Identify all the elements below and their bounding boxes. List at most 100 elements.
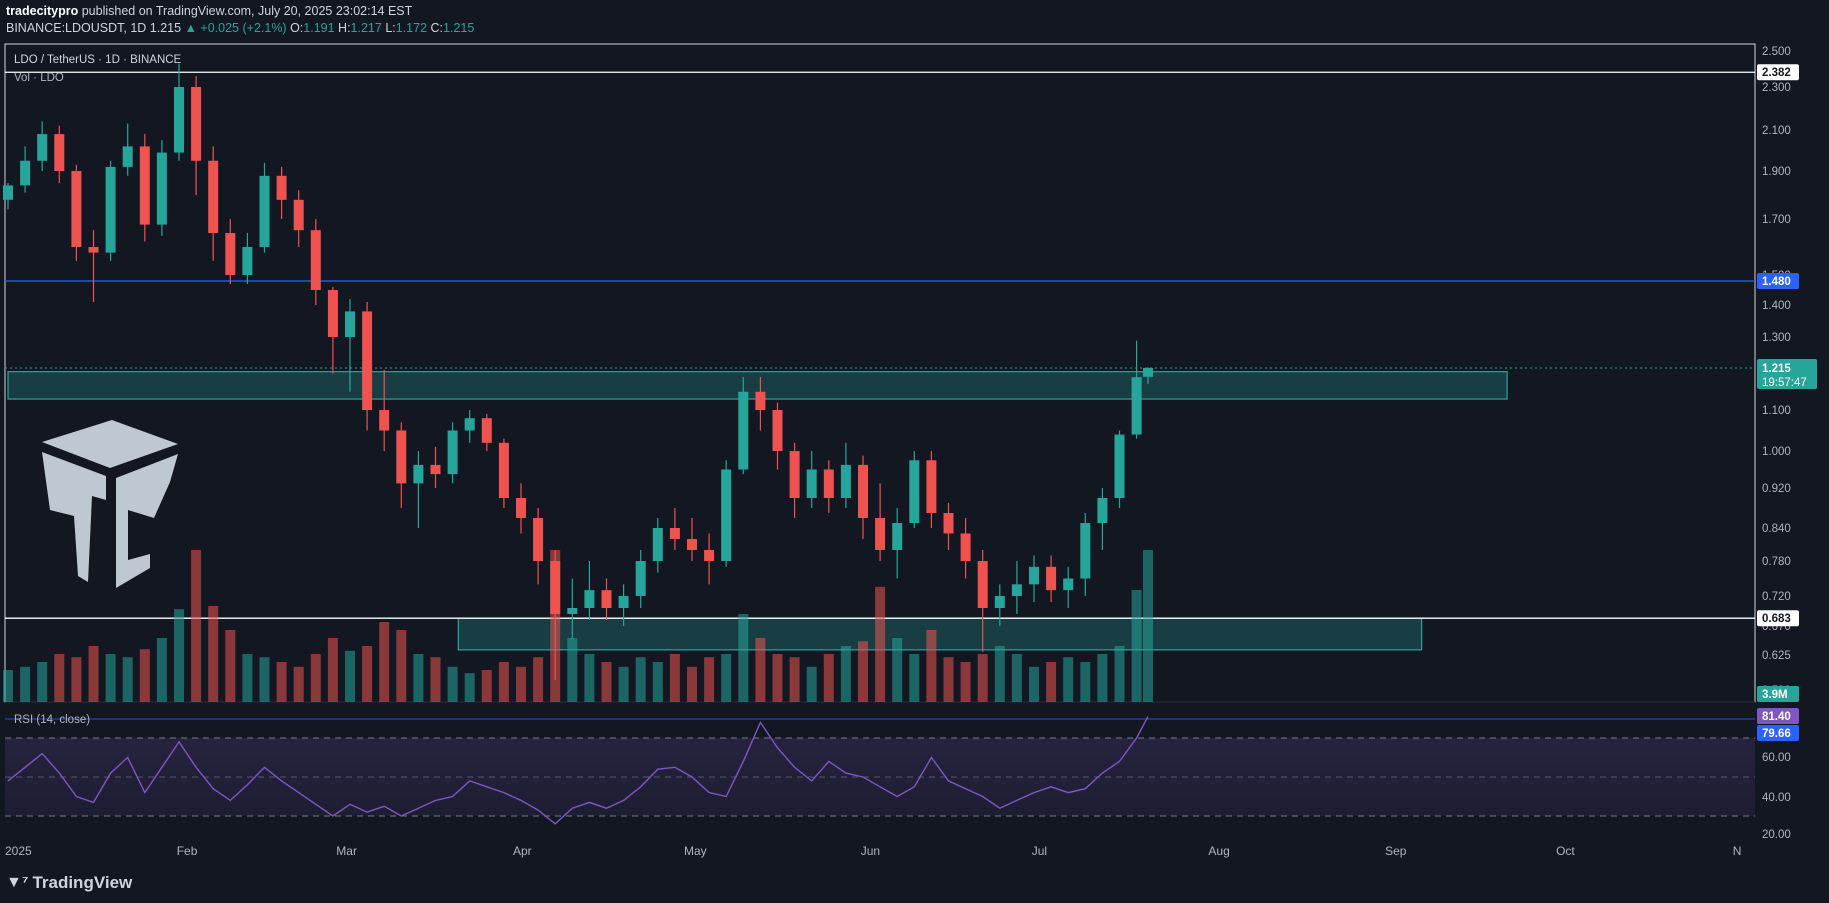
volume-bar-36 xyxy=(618,666,629,702)
high-value: 1.217 xyxy=(350,21,382,35)
level-badge-2: 0.683 xyxy=(1762,613,1791,625)
candle-body-20 xyxy=(345,311,355,337)
candle-body-66 xyxy=(1131,377,1142,435)
candle-body-53 xyxy=(909,460,920,523)
level-badge-2-bg xyxy=(1757,610,1799,627)
candle-body-24 xyxy=(413,464,424,484)
rsi-value-badge-bg xyxy=(1757,708,1799,724)
open-value: 1.191 xyxy=(303,21,335,35)
candle-body-21 xyxy=(362,311,373,410)
candle-body-13 xyxy=(225,233,236,275)
volume-bar-55 xyxy=(943,657,954,702)
volume-bar-23 xyxy=(396,630,407,702)
rsi-label: RSI (14, close) xyxy=(14,714,90,726)
volume-bar-63 xyxy=(1080,662,1091,702)
candle-body-62 xyxy=(1063,578,1074,591)
volume-bar-49 xyxy=(840,646,851,702)
volume-bar-21 xyxy=(362,646,373,702)
price-tick-label: 0.720 xyxy=(1762,591,1791,603)
price-tick-label: 0.840 xyxy=(1762,523,1791,535)
candle-body-55 xyxy=(943,513,954,534)
tradingview-brand: TradingView xyxy=(32,873,133,892)
candle-body-50 xyxy=(858,464,868,518)
candle-body-5 xyxy=(88,247,99,253)
rsi-tick-label: 60.00 xyxy=(1762,752,1791,764)
volume-bar-50 xyxy=(858,641,868,702)
volume-bar-31 xyxy=(533,657,544,702)
tradingview-footer[interactable]: ▼⁷ TradingView xyxy=(6,873,132,893)
tradingview-logo-icon: ▼⁷ xyxy=(6,874,29,891)
volume-bar-6 xyxy=(105,654,116,702)
candle-body-57 xyxy=(977,561,988,608)
candle-body-63 xyxy=(1080,523,1091,579)
volume-bar-59 xyxy=(1011,654,1022,702)
candle-body-8 xyxy=(139,146,150,225)
publish-text: published on TradingView.com, July 20, 2… xyxy=(81,4,413,18)
candle-body-59 xyxy=(1011,584,1022,596)
candle-body-23 xyxy=(396,430,407,484)
rsi-tick-label: 20.00 xyxy=(1762,829,1791,841)
price-tick-label: 1.000 xyxy=(1762,446,1791,458)
candle-body-9 xyxy=(156,152,167,225)
candle-body-31 xyxy=(533,518,544,561)
volume-bar-51 xyxy=(875,586,886,702)
candle-body-60 xyxy=(1029,566,1039,585)
volume-bar-12 xyxy=(208,606,219,702)
tradecity-logo xyxy=(42,420,178,588)
candle-body-49 xyxy=(840,464,851,498)
time-tick-label: Jun xyxy=(861,844,880,858)
candle-body-36 xyxy=(618,596,629,608)
candle-body-61 xyxy=(1046,566,1057,591)
candle-body-16 xyxy=(276,175,287,200)
volume-bar-38 xyxy=(652,662,663,702)
time-tick-label: Feb xyxy=(177,844,198,858)
price-tick-label: 2.100 xyxy=(1762,125,1791,137)
close-label: C: xyxy=(430,21,444,35)
rsi-tick-label: 40.00 xyxy=(1762,792,1791,804)
rsi-value-badge: 81.40 xyxy=(1762,711,1791,723)
candle-body-67 xyxy=(1143,368,1153,377)
volume-bar-64 xyxy=(1097,654,1108,702)
high-label: H: xyxy=(338,21,351,35)
volume-bar-4 xyxy=(71,657,82,702)
price-tick-label: 1.900 xyxy=(1762,166,1791,178)
volume-bar-39 xyxy=(669,654,680,702)
volume-bar-35 xyxy=(601,662,612,702)
candle-body-54 xyxy=(926,460,937,513)
volume-bar-57 xyxy=(977,654,988,702)
candle-body-58 xyxy=(994,596,1005,608)
price-tick-label: 0.625 xyxy=(1762,650,1791,662)
candle-body-18 xyxy=(310,230,321,290)
level-badge-0: 2.382 xyxy=(1762,67,1791,79)
candle-body-34 xyxy=(584,590,595,608)
time-tick-label: Mar xyxy=(336,844,357,858)
ohlc-legend: BINANCE:LDOUSDT, 1D 1.215 ▲ +0.025 (+2.1… xyxy=(6,21,474,35)
last-price-badge-bg xyxy=(1757,359,1817,390)
candle-body-52 xyxy=(892,523,903,550)
candle-body-17 xyxy=(293,199,304,231)
change-value: +0.025 (+2.1%) xyxy=(200,21,287,35)
volume-bar-19 xyxy=(327,638,338,702)
price-tick-label: 0.920 xyxy=(1762,483,1791,495)
volume-bar-20 xyxy=(345,650,355,702)
price-tick-label: 1.400 xyxy=(1762,300,1791,312)
volume-bar-18 xyxy=(310,654,321,702)
time-tick-label: Jul xyxy=(1032,844,1047,858)
candle-body-41 xyxy=(704,550,715,561)
candle-body-35 xyxy=(601,590,612,608)
candle-body-7 xyxy=(122,146,133,167)
candle-body-14 xyxy=(242,247,253,275)
candle-body-32 xyxy=(550,561,561,614)
candle-body-2 xyxy=(37,134,48,161)
volume-bar-3 xyxy=(54,654,65,702)
volume-bar-22 xyxy=(379,622,390,702)
candle-body-10 xyxy=(174,87,184,153)
candle-body-47 xyxy=(806,469,817,498)
author-name[interactable]: tradecitypro xyxy=(6,4,79,18)
volume-bar-45 xyxy=(772,654,783,702)
last-value: 1.215 xyxy=(149,21,182,35)
price-tick-label: 2.500 xyxy=(1762,46,1791,58)
candle-body-4 xyxy=(71,171,82,247)
volume-bar-10 xyxy=(174,609,184,702)
